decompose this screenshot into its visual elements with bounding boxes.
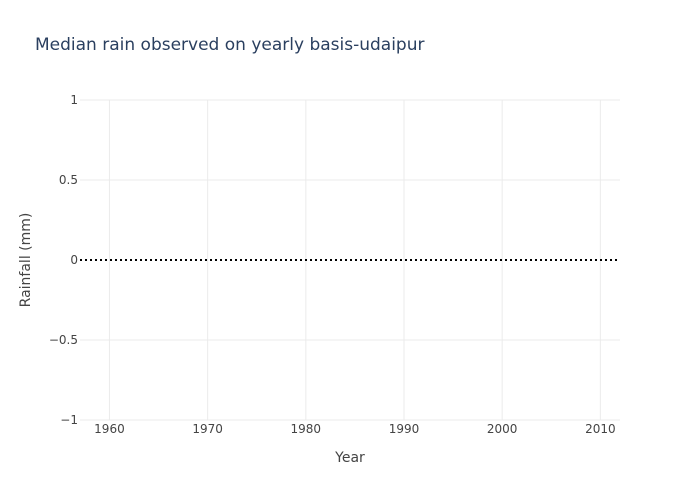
- y-axis-ticks: 1 0.5 0 −0.5 −1: [49, 93, 78, 427]
- y-tick-label: 0.5: [59, 173, 78, 187]
- y-tick-label: 1: [70, 93, 78, 107]
- x-tick-label: 1970: [192, 422, 223, 436]
- y-tick-label: −0.5: [49, 333, 78, 347]
- y-tick-label: −1: [60, 413, 78, 427]
- chart-title: Median rain observed on yearly basis-uda…: [35, 35, 425, 55]
- y-axis-title: Rainfall (mm): [18, 213, 34, 308]
- x-tick-label: 2010: [585, 422, 616, 436]
- x-tick-label: 1990: [389, 422, 420, 436]
- x-tick-label: 2000: [487, 422, 518, 436]
- x-tick-label: 1960: [94, 422, 125, 436]
- y-tick-label: 0: [70, 253, 78, 267]
- x-axis-title: Year: [334, 450, 365, 466]
- x-tick-label: 1980: [291, 422, 322, 436]
- x-axis-ticks: 1960 1970 1980 1990 2000 2010: [94, 422, 615, 436]
